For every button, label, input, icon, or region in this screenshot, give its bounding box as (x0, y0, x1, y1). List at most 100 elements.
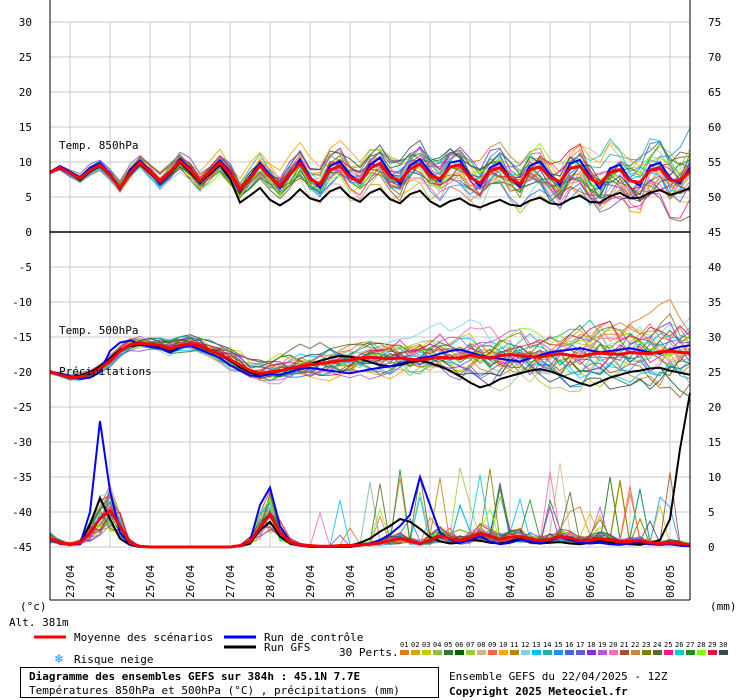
y-tick-left: -35 (12, 471, 32, 484)
pert-color-swatch (521, 650, 530, 655)
legend-snow-label: Risque neige (74, 653, 153, 666)
pert-color-swatch (532, 650, 541, 655)
series-t500-1 (49, 339, 691, 381)
pert-number-label: 19 (598, 641, 606, 649)
y-tick-right: 65 (708, 86, 721, 99)
pert-number-label: 06 (455, 641, 463, 649)
pert-number-label: 11 (510, 641, 518, 649)
y-tick-left: -20 (12, 366, 32, 379)
footer-box: Diagramme des ensembles GEFS sur 384h : … (20, 667, 439, 698)
legend-control-label: Run de contrôle (264, 631, 363, 644)
pert-color-swatch (664, 650, 673, 655)
pert-color-swatch (554, 650, 563, 655)
pert-number-label: 08 (477, 641, 485, 649)
pert-number-label: 13 (532, 641, 540, 649)
pert-number-label: 22 (631, 641, 639, 649)
chart-grid (50, 21, 690, 548)
pert-color-swatch (631, 650, 640, 655)
x-tick-label: 04/05 (504, 565, 517, 598)
y-tick-right: 35 (708, 296, 721, 309)
pert-number-label: 10 (499, 641, 507, 649)
x-tick-label: 25/04 (144, 565, 157, 598)
y-tick-left: 0 (25, 226, 32, 239)
y-tick-left: -45 (12, 541, 32, 554)
pert-color-swatch (686, 650, 695, 655)
pert-color-swatch (422, 650, 431, 655)
pert-number-label: 05 (444, 641, 452, 649)
pert-number-label: 25 (664, 641, 672, 649)
pert-color-swatch (444, 650, 453, 655)
legend: ❄01 02 03 04 05 06 07 08 09 10 11 12 13 14 15 16 17 18 19 2… (34, 635, 728, 666)
x-tick-label: 30/04 (344, 565, 357, 598)
y-tick-left: 30 (19, 16, 32, 29)
y-tick-right: 75 (708, 16, 721, 29)
pert-number-label: 20 (609, 641, 617, 649)
y-tick-right: 40 (708, 261, 721, 274)
t850-panel-label: Temp. 850hPa (59, 139, 138, 152)
y-tick-left: -25 (12, 401, 32, 414)
snowflake-icon: ❄ (54, 652, 64, 666)
pert-color-swatch (697, 650, 706, 655)
y-tick-left: 25 (19, 51, 32, 64)
pert-number-label: 02 (411, 641, 419, 649)
pert-number-label: 21 (620, 641, 628, 649)
series-t500-0 (49, 341, 691, 380)
pert-number-label: 28 (697, 641, 705, 649)
pert-number-label: 24 (653, 641, 661, 649)
chart-axes: 30252015105075706560555045-5-10-15-20-25… (12, 0, 721, 601)
pert-color-swatch (642, 650, 651, 655)
y-tick-left: -15 (12, 331, 32, 344)
y-tick-right: 20 (708, 401, 721, 414)
pert-number-label: 04 (433, 641, 441, 649)
x-tick-label: 06/05 (584, 565, 597, 598)
t500-panel-label: Temp. 500hPa (59, 324, 138, 337)
pert-color-swatch (510, 650, 519, 655)
pert-color-swatch (708, 650, 717, 655)
pert-number-label: 14 (543, 641, 551, 649)
pert-number-label: 30 (719, 641, 727, 649)
series-t850-0 (49, 159, 692, 192)
legend-gfs-label: Run GFS (264, 641, 310, 654)
pert-number-label: 15 (554, 641, 562, 649)
legend-perts-label: 30 Perts. (339, 646, 399, 659)
pert-t500-line (49, 319, 691, 382)
pert-color-swatch (499, 650, 508, 655)
pert-color-swatch (466, 650, 475, 655)
right-axis-unit: (mm) (710, 600, 737, 613)
legend-mean-label: Moyenne des scénarios (74, 631, 213, 644)
left-axis-unit: (°c) (20, 600, 47, 613)
x-tick-label: 23/04 (64, 565, 77, 598)
pert-t500-line (49, 317, 691, 379)
run-info: Ensemble GEFS du 22/04/2025 - 12Z (449, 670, 668, 683)
pert-t850-line (49, 151, 691, 202)
pert-t500-line (49, 337, 691, 391)
perturbation-lines (49, 127, 691, 548)
pert-number-label: 07 (466, 641, 474, 649)
copyright: Copyright 2025 Meteociel.fr (449, 685, 628, 698)
altitude-label: Alt. 381m (9, 616, 69, 629)
pert-color-swatch (543, 650, 552, 655)
pert-color-swatch (719, 650, 728, 655)
pert-number-label: 12 (521, 641, 529, 649)
pert-number-label: 23 (642, 641, 650, 649)
pert-color-swatch (433, 650, 442, 655)
footer-subtitle: Températures 850hPa et 500hPa (°C) , pré… (29, 684, 400, 697)
y-tick-left: -40 (12, 506, 32, 519)
x-tick-label: 26/04 (184, 565, 197, 598)
pert-color-swatch (576, 650, 585, 655)
pert-number-label: 18 (587, 641, 595, 649)
y-tick-left: -10 (12, 296, 32, 309)
pert-color-swatch (411, 650, 420, 655)
pert-t500-line (49, 324, 691, 380)
pert-color-swatch (488, 650, 497, 655)
pert-color-swatch (565, 650, 574, 655)
pert-color-swatch (653, 650, 662, 655)
y-tick-left: 15 (19, 121, 32, 134)
pert-number-label: 16 (565, 641, 573, 649)
pert-number-label: 29 (708, 641, 716, 649)
x-tick-label: 05/05 (544, 565, 557, 598)
y-tick-right: 45 (708, 226, 721, 239)
pert-number-label: 27 (686, 641, 694, 649)
y-tick-right: 60 (708, 121, 721, 134)
